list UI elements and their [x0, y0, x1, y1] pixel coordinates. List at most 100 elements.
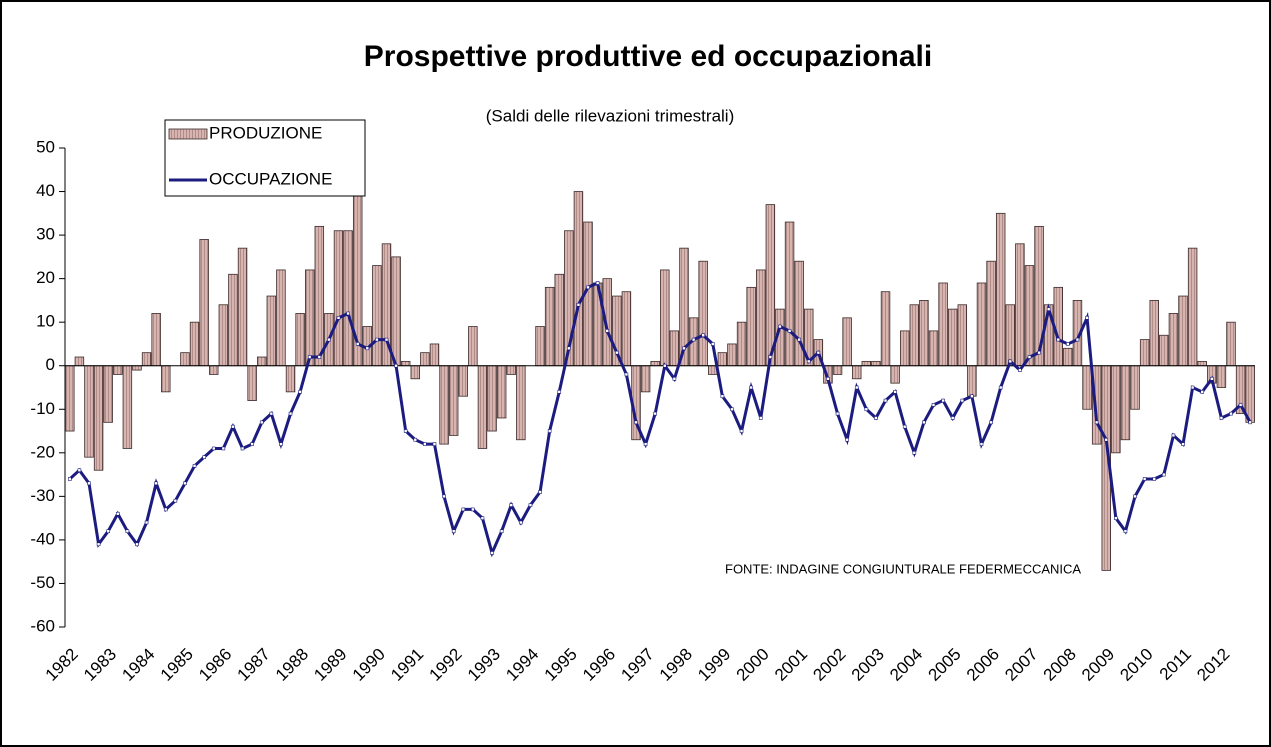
- line-marker: [423, 442, 427, 446]
- line-marker: [739, 429, 744, 433]
- bar: [372, 265, 382, 367]
- legend-label: OCCUPAZIONE: [209, 169, 332, 188]
- bar: [928, 330, 939, 367]
- bar: [1024, 265, 1035, 367]
- line-marker: [710, 342, 715, 346]
- line-marker: [672, 376, 677, 381]
- line-marker: [864, 407, 869, 412]
- bar: [765, 204, 776, 367]
- line-marker: [298, 390, 302, 394]
- bar: [218, 304, 229, 367]
- line-marker: [826, 376, 830, 381]
- line-marker: [144, 520, 149, 525]
- bar: [736, 321, 747, 367]
- line-marker: [1142, 477, 1147, 481]
- line-marker: [183, 481, 187, 486]
- line-marker: [538, 490, 542, 494]
- line-marker: [432, 442, 437, 446]
- bar: [314, 225, 325, 367]
- bar: [141, 352, 152, 367]
- y-tick-label: -40: [30, 529, 55, 548]
- y-tick-label: -60: [30, 616, 55, 635]
- line-marker: [567, 346, 571, 351]
- line-marker: [653, 411, 658, 416]
- bar: [967, 365, 977, 397]
- line-marker: [557, 390, 562, 394]
- bar: [237, 247, 248, 367]
- line-marker: [211, 446, 216, 451]
- line-marker: [1104, 437, 1109, 442]
- bar: [1187, 247, 1198, 367]
- bar: [842, 317, 852, 367]
- line-marker: [135, 542, 139, 547]
- line-marker: [231, 424, 235, 429]
- line-marker: [163, 507, 168, 512]
- bar: [1168, 313, 1179, 367]
- line-marker: [730, 407, 734, 412]
- line-marker: [768, 355, 773, 359]
- bar: [84, 365, 94, 458]
- bar: [65, 365, 75, 432]
- y-tick-label: 0: [46, 355, 55, 374]
- bar: [756, 269, 766, 367]
- line-marker: [701, 333, 705, 338]
- line-marker: [998, 385, 1003, 390]
- bar: [343, 230, 353, 367]
- line-marker: [336, 316, 341, 320]
- bar: [1005, 304, 1016, 367]
- bar: [986, 260, 996, 367]
- line-marker: [1056, 337, 1061, 342]
- bar: [1082, 365, 1092, 410]
- bar: [247, 365, 257, 401]
- line-marker: [576, 302, 581, 307]
- line-marker: [922, 420, 926, 425]
- line-marker: [269, 411, 274, 416]
- line-marker: [1037, 350, 1041, 355]
- y-tick-label: 30: [36, 225, 55, 244]
- line-marker: [797, 337, 801, 342]
- line-marker: [682, 346, 686, 351]
- bar: [468, 326, 478, 367]
- line-marker: [451, 529, 456, 534]
- line-marker: [240, 446, 245, 451]
- bar: [74, 356, 85, 367]
- bar: [189, 321, 200, 367]
- line-marker: [125, 529, 130, 534]
- bar: [122, 365, 133, 449]
- line-marker: [154, 481, 158, 486]
- line-marker: [346, 311, 350, 316]
- bar: [113, 365, 123, 375]
- legend-swatch: [168, 128, 208, 140]
- bar: [151, 313, 161, 367]
- line-marker: [1018, 368, 1022, 372]
- line-marker: [806, 359, 811, 364]
- bar: [976, 282, 987, 367]
- bar: [1130, 365, 1140, 410]
- line-marker: [634, 420, 638, 425]
- line-marker: [1238, 403, 1243, 407]
- bar: [650, 360, 660, 367]
- line-marker: [1066, 342, 1070, 346]
- bar: [1149, 300, 1159, 367]
- line: [68, 280, 1252, 558]
- bar: [1159, 334, 1169, 367]
- line-marker: [1027, 355, 1032, 359]
- line-marker: [1123, 529, 1128, 534]
- bar: [180, 352, 190, 367]
- line-marker: [173, 498, 178, 503]
- bar: [573, 191, 584, 367]
- line-marker: [778, 324, 782, 329]
- bar: [477, 365, 488, 449]
- line-marker: [77, 468, 82, 473]
- line-marker: [816, 350, 821, 355]
- line-marker: [384, 337, 389, 342]
- line-marker: [931, 403, 936, 407]
- line-marker: [115, 511, 120, 516]
- line-marker: [883, 398, 888, 403]
- y-tick-label: 40: [36, 181, 55, 200]
- bar: [333, 230, 344, 367]
- line-marker: [893, 390, 897, 394]
- bar: [669, 330, 680, 367]
- line-marker: [941, 398, 945, 403]
- line-marker: [259, 420, 264, 425]
